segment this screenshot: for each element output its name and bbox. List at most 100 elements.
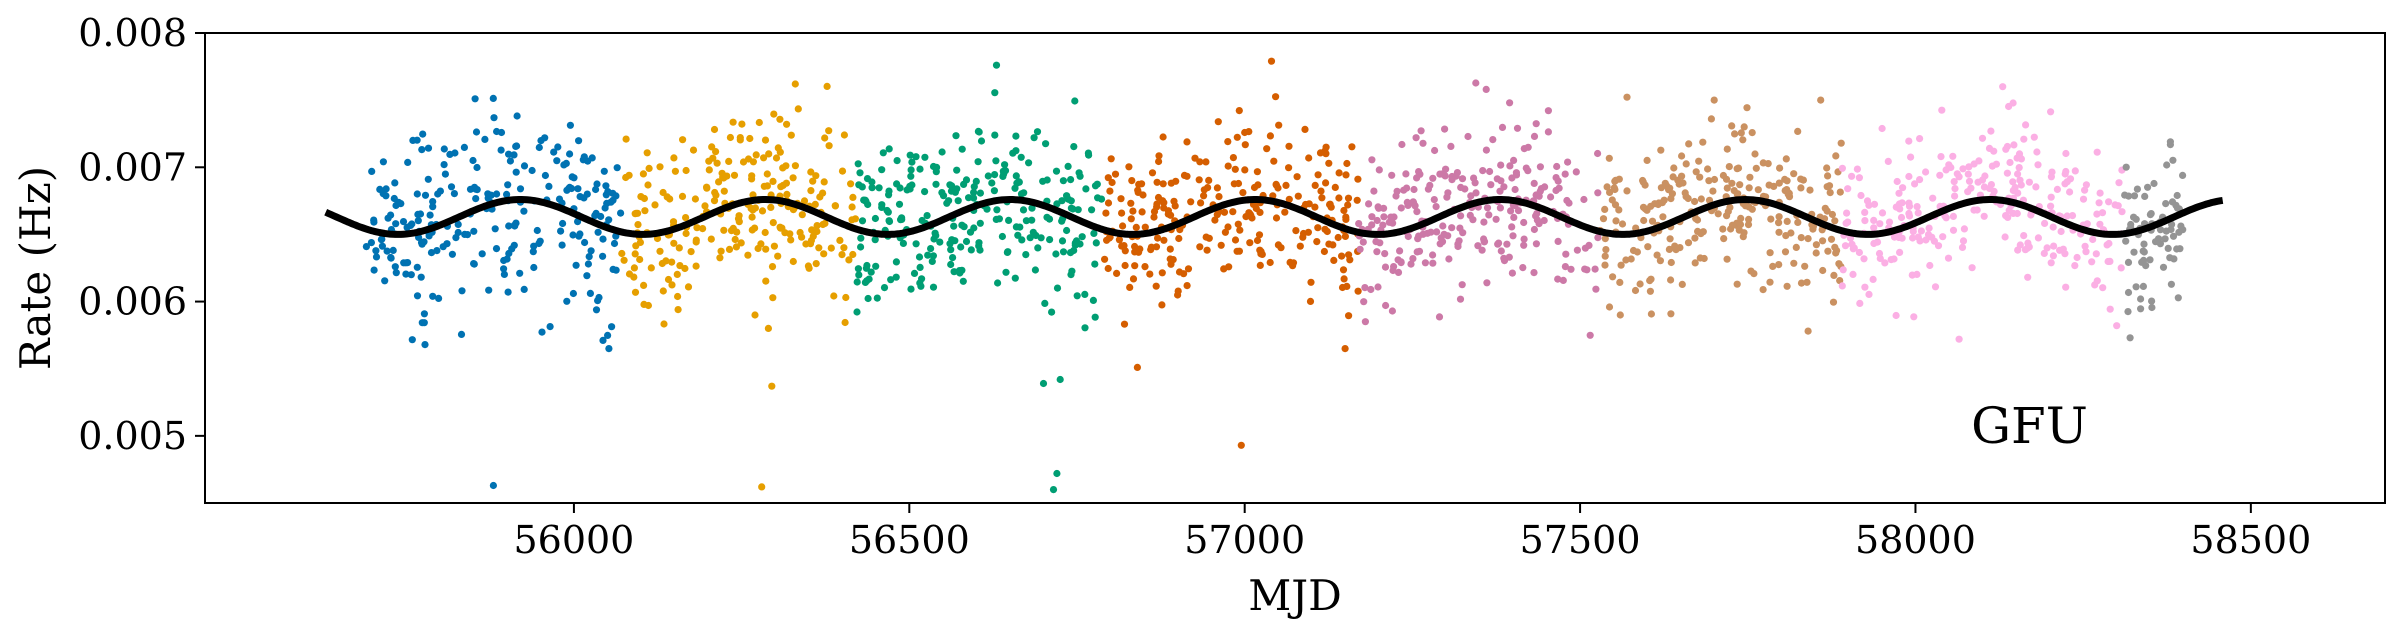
data-point (1108, 178, 1116, 187)
data-point (631, 250, 639, 258)
data-point (1374, 283, 1382, 291)
data-point (1671, 242, 1679, 250)
data-point (1402, 170, 1410, 178)
data-point (1294, 192, 1302, 200)
data-point (1885, 218, 1894, 226)
data-point (1775, 179, 1783, 187)
data-point (748, 175, 756, 183)
data-point (1104, 174, 1112, 182)
data-point (656, 163, 664, 171)
data-point (583, 190, 591, 198)
data-point (1052, 167, 1061, 175)
data-point (473, 163, 481, 172)
data-point (749, 158, 758, 166)
data-point (1493, 175, 1501, 183)
data-point (1838, 164, 1846, 172)
data-point (2048, 168, 2056, 176)
data-point (1011, 274, 1019, 282)
data-point (1667, 276, 1675, 284)
data-point (1311, 203, 1319, 211)
data-point (1804, 327, 1812, 335)
data-point (448, 250, 456, 258)
data-point (1127, 199, 1135, 207)
data-point (691, 195, 700, 203)
data-point (1801, 262, 1809, 270)
data-point (1121, 261, 1129, 270)
data-point (1235, 107, 1243, 115)
data-point (791, 80, 799, 88)
data-point (847, 180, 855, 188)
data-point (372, 253, 381, 261)
data-point (1340, 206, 1348, 215)
seasonal-model-line (324, 196, 2224, 238)
data-point (485, 286, 493, 294)
data-point (1616, 311, 1624, 319)
data-point (705, 166, 713, 174)
detector-annotation: GFU (1971, 397, 2088, 455)
data-point (1617, 261, 1625, 269)
data-point (2088, 258, 2096, 266)
data-point (1200, 192, 1208, 200)
data-point (1719, 225, 1727, 233)
data-point (762, 277, 770, 285)
data-point (950, 268, 958, 276)
data-point (733, 228, 741, 236)
data-point (2068, 212, 2077, 220)
data-point (875, 184, 883, 192)
series-3 (853, 61, 1106, 494)
data-point (995, 215, 1004, 223)
data-point (789, 257, 797, 266)
data-point (805, 264, 813, 272)
data-point (1949, 212, 1957, 220)
data-point (760, 154, 768, 162)
data-point (769, 219, 777, 227)
data-point (558, 241, 566, 249)
data-point (1457, 183, 1465, 191)
data-point (1237, 441, 1245, 449)
data-point (1390, 263, 1398, 271)
data-point (1914, 209, 1922, 217)
data-point (1361, 318, 1369, 326)
data-point (1239, 189, 1247, 197)
data-point (1445, 255, 1453, 263)
data-point (2124, 288, 2133, 297)
data-point (512, 168, 520, 176)
data-point (562, 159, 570, 167)
data-point (2148, 303, 2156, 312)
data-point (372, 247, 380, 255)
data-point (1360, 298, 1368, 306)
data-point (823, 82, 831, 90)
data-point (575, 232, 583, 240)
data-point (1678, 280, 1686, 288)
data-point (1318, 194, 1326, 202)
data-point (1562, 250, 1570, 258)
data-point (1737, 129, 1745, 137)
data-point (1153, 178, 1161, 186)
data-point (768, 382, 776, 390)
data-point (1507, 207, 1515, 215)
data-point (2040, 249, 2048, 257)
data-point (421, 341, 429, 349)
data-point (1074, 206, 1082, 214)
data-point (1183, 282, 1191, 290)
data-point (1656, 257, 1664, 265)
data-point (1253, 236, 1262, 245)
data-point (2010, 141, 2018, 149)
data-point (2168, 198, 2177, 206)
data-point (550, 148, 558, 156)
data-point (1441, 125, 1449, 133)
data-point (1443, 193, 1451, 201)
data-point (520, 207, 528, 215)
data-point (2034, 234, 2042, 242)
data-point (1824, 172, 1832, 180)
data-point (1296, 242, 1304, 250)
data-point (1949, 226, 1958, 234)
data-point (600, 167, 608, 175)
data-point (1211, 216, 1219, 224)
data-point (1909, 234, 1917, 242)
data-point (1496, 204, 1504, 212)
data-point (1437, 234, 1445, 242)
data-point (625, 270, 634, 278)
data-point (435, 294, 443, 302)
data-point (1869, 275, 1877, 283)
